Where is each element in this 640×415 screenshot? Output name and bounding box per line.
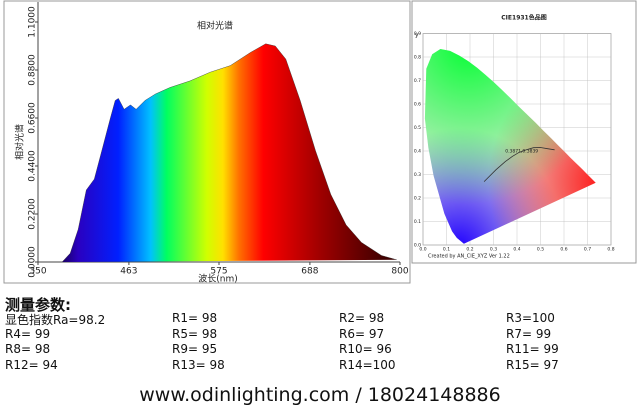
measurement-item: R10= 96 [339,342,392,356]
chart-title: 相对光谱 [197,20,233,32]
measurement-item: R1= 98 [172,311,218,325]
panel-frame [411,0,637,264]
y-tick-label: 0.8800 [28,54,38,86]
y-tick-label: 0.6 [414,102,421,108]
annotation: 0.3871,0.3839 [505,149,538,155]
x-tick-label: 350 [29,267,46,277]
y-tick-label: 0.3 [414,172,421,178]
measurement-item: R4= 99 [5,326,51,341]
measurement-item: R12= 94 [5,357,58,372]
y-tick-label: 1.1000 [28,6,38,38]
y-tick-label: 0.7 [414,78,421,84]
y-tick-label: 0.0 [414,243,421,249]
y-tick-label: 0.5 [414,125,421,131]
x-tick-label: 0.4 [513,247,520,253]
x-tick-label: 0.3 [490,247,497,253]
chart-title: CIE1931色品图 [501,14,546,22]
x-tick-label: 575 [210,267,227,277]
x-tick-label: 800 [391,267,408,277]
measurement-item: R11= 99 [506,342,559,356]
y-tick-label: 0.4400 [28,150,38,182]
measurement-item: R13= 98 [172,357,225,372]
y-tick-label: 0.0000 [28,246,38,278]
y-tick-label: 0.1 [414,219,421,225]
measurement-item: R6= 97 [339,326,385,341]
y-tick-label: 0.6600 [28,102,38,134]
y-tick-label: 0.2200 [28,198,38,230]
measurement-item: R15= 97 [506,357,559,372]
measurement-item: R3=100 [506,311,555,325]
y-tick-label: 0.2 [414,196,421,202]
measurement-item: R8= 98 [5,342,51,356]
x-tick-label: 463 [120,267,137,277]
planck-locus [483,147,555,182]
y-axis-label: 相对光谱 [14,124,26,160]
spectrum-area [61,43,397,263]
measurement-item: R7= 99 [506,326,552,341]
section-title: 测量参数: [5,296,71,314]
x-tick-label: 0.1 [443,247,450,253]
measurement-item: R9= 95 [172,342,218,356]
y-tick-label: 0.9 [414,31,421,37]
measurement-item: R2= 98 [339,311,385,325]
y-tick-label: 0.8 [414,55,421,61]
measurement-item: R5= 98 [172,326,218,341]
x-tick-label: 0.0 [419,247,426,253]
charts: 相对光谱 相对光谱 波长(nm) CIE1931色品图 y Created by… [3,0,637,285]
measurement-item: 显色指数Ra=98.2 [5,313,106,327]
x-tick-label: 0.7 [584,247,591,253]
footer: www.odinlighting.com / 18024148886 [139,384,501,406]
x-tick-label: 688 [301,267,318,277]
x-tick-label: 0.5 [537,247,544,253]
panel-frame [3,0,411,284]
y-tick-label: 0.4 [414,149,421,155]
measurement-item: R14=100 [339,357,396,372]
x-tick-label: 0.2 [466,247,473,253]
x-tick-label: 0.8 [607,247,614,253]
chart-footer: Created by AN_CIE_XYZ Ver 1.22 [428,254,510,260]
x-axis-label: 波长(nm) [198,273,238,285]
x-tick-label: 0.6 [560,247,567,253]
y-axis-label: y [415,32,419,39]
